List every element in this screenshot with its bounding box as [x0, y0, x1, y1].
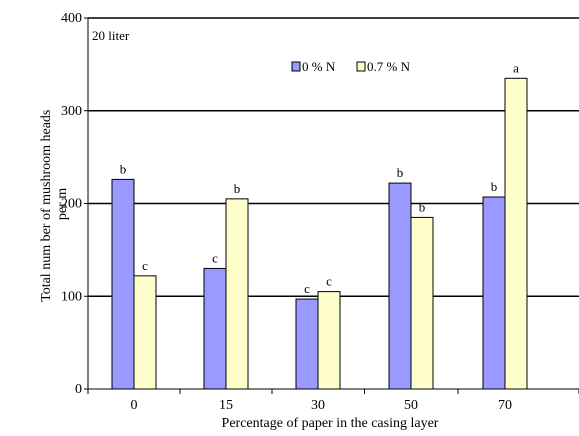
y-ticks: 0 100 200 300 400 [61, 11, 88, 397]
y-tick-label: 0 [75, 382, 82, 397]
significance-label: a [513, 60, 519, 75]
x-tick-label: 0 [131, 398, 138, 413]
x-tick-label: 50 [404, 398, 418, 413]
bar [482, 196, 506, 390]
x-ticks: 0 15 30 50 70 [87, 389, 579, 413]
x-tick-label: 15 [219, 398, 233, 413]
bars [111, 77, 528, 390]
y-tick-label: 300 [61, 104, 82, 119]
x-axis-label: Percentage of paper in the casing layer [222, 416, 439, 431]
significance-label: b [419, 199, 426, 214]
significance-label: c [326, 274, 332, 289]
bar [410, 216, 434, 390]
bar [203, 267, 227, 390]
bar [504, 77, 528, 390]
significance-label: c [142, 258, 148, 273]
legend-label-1: 0.7 % N [367, 59, 411, 74]
legend-label-0: 0 % N [302, 59, 336, 74]
bar [225, 198, 249, 390]
significance-label: b [120, 161, 127, 176]
legend-swatch-1 [356, 61, 366, 72]
legend-swatch-0 [291, 61, 301, 72]
bar [111, 178, 135, 390]
x-tick-label: 70 [498, 398, 512, 413]
y-axis-label-line-2: per m [55, 188, 70, 220]
y-axis-label-line-1: Total num ber of mushroom heads [39, 110, 54, 302]
bar [133, 275, 157, 390]
legend: 0 % N 0.7 % N [291, 59, 411, 74]
y-tick-label: 200 [61, 197, 82, 212]
y-tick-label: 100 [61, 289, 82, 304]
significance-labels: b c c b b c b c b a [120, 60, 519, 296]
significance-label: b [234, 181, 241, 196]
y-axis-label: Total num ber of mushroom heads per m [39, 106, 70, 302]
significance-label: b [397, 165, 404, 180]
chart-annotation: 20 liter [92, 28, 130, 43]
significance-label: c [212, 250, 218, 265]
bar [295, 298, 319, 390]
bar [388, 182, 412, 390]
significance-label: b [491, 179, 498, 194]
significance-label: c [304, 281, 310, 296]
y-tick-label: 400 [61, 11, 82, 26]
bar [317, 291, 341, 390]
x-tick-label: 30 [311, 398, 325, 413]
